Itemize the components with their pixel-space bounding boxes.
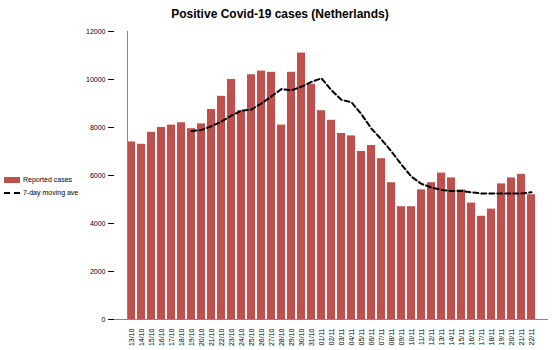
svg-text:27/10: 27/10 <box>268 328 275 346</box>
svg-text:01/11: 01/11 <box>318 328 325 345</box>
svg-text:09/11: 09/11 <box>398 328 405 345</box>
svg-text:03/11: 03/11 <box>338 328 345 345</box>
svg-text:11/11: 11/11 <box>418 328 425 345</box>
svg-text:31/10: 31/10 <box>308 328 315 346</box>
svg-text:26/10: 26/10 <box>258 328 265 346</box>
svg-text:21/10: 21/10 <box>208 328 215 346</box>
svg-text:14/11: 14/11 <box>448 328 455 345</box>
svg-text:2000: 2000 <box>90 268 106 275</box>
svg-text:13/10: 13/10 <box>128 328 135 346</box>
svg-text:12000: 12000 <box>86 28 106 35</box>
svg-text:02/11: 02/11 <box>328 328 335 345</box>
svg-text:29/10: 29/10 <box>288 328 295 346</box>
svg-text:30/10: 30/10 <box>298 328 305 346</box>
svg-text:10/11: 10/11 <box>408 328 415 345</box>
svg-text:14/10: 14/10 <box>138 328 145 346</box>
svg-text:20/11: 20/11 <box>508 328 515 345</box>
svg-text:6000: 6000 <box>90 172 106 179</box>
html-text:Positive Covid-19 cases (Nethe: Positive Covid-19 cases (Netherlands) <box>171 7 389 21</box>
svg-text:08/11: 08/11 <box>388 328 395 345</box>
svg-text:04/11: 04/11 <box>348 328 355 345</box>
svg-text:15/10: 15/10 <box>148 328 155 346</box>
svg-text:25/10: 25/10 <box>248 328 255 346</box>
svg-text:16/11: 16/11 <box>468 328 475 345</box>
svg-text:4000: 4000 <box>90 220 106 227</box>
svg-text:21/11: 21/11 <box>518 328 525 345</box>
svg-text:19/11: 19/11 <box>498 328 505 345</box>
svg-text:13/11: 13/11 <box>438 328 445 345</box>
svg-text:17/11: 17/11 <box>478 328 485 345</box>
svg-text:22/11: 22/11 <box>528 328 535 345</box>
svg-text:18/11: 18/11 <box>488 328 495 345</box>
svg-text:23/10: 23/10 <box>228 328 235 346</box>
svg-text:15/11: 15/11 <box>458 328 465 345</box>
svg-text:0: 0 <box>102 316 106 323</box>
svg-text:8000: 8000 <box>90 124 106 131</box>
html-text:7-day moving average: 7-day moving average <box>23 189 93 196</box>
svg-text:06/11: 06/11 <box>368 328 375 345</box>
svg-text:18/10: 18/10 <box>178 328 185 346</box>
svg-text:17/10: 17/10 <box>168 328 175 346</box>
svg-text:20/10: 20/10 <box>198 328 205 346</box>
svg-text:19/10: 19/10 <box>188 328 195 346</box>
svg-text:22/10: 22/10 <box>218 328 225 346</box>
svg-text:16/10: 16/10 <box>158 328 165 346</box>
svg-text:24/10: 24/10 <box>238 328 245 346</box>
html-text:Reported cases: Reported cases <box>23 176 72 183</box>
svg-text:12/11: 12/11 <box>428 328 435 345</box>
svg-text:10000: 10000 <box>86 76 106 83</box>
svg-text:28/10: 28/10 <box>278 328 285 346</box>
svg-text:05/11: 05/11 <box>358 328 365 345</box>
svg-text:07/11: 07/11 <box>378 328 385 345</box>
